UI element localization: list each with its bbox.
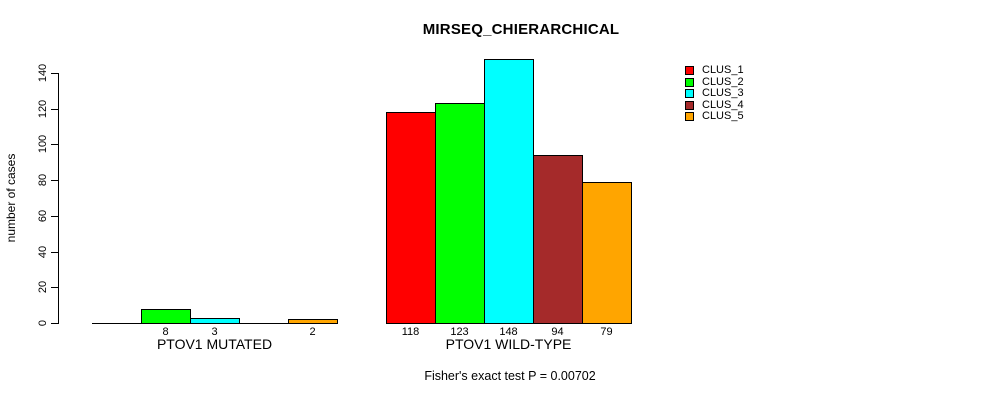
y-tick-label: 60	[37, 209, 49, 223]
bar-clus_2	[435, 103, 485, 324]
y-tick-label: 120	[37, 99, 49, 119]
y-tick-mark	[51, 216, 58, 217]
legend-swatch-clus_3	[685, 89, 694, 99]
legend-label-clus_3: CLUS_3	[702, 87, 744, 100]
y-tick-mark	[51, 180, 58, 181]
bar-clus_5	[582, 182, 632, 324]
y-tick-label: 0	[37, 319, 49, 327]
bar-value-label: 123	[450, 326, 469, 338]
legend-swatch-clus_2	[685, 77, 694, 87]
legend-swatch-clus_5	[685, 112, 694, 122]
bar-clus_4	[533, 155, 583, 324]
bar-clus_1	[386, 112, 436, 324]
legend-label-clus_1: CLUS_1	[702, 64, 744, 76]
y-tick-mark	[51, 144, 58, 145]
bar-value-label: 8	[162, 326, 169, 338]
chart-note: Fisher's exact test P = 0.00702	[424, 369, 596, 383]
y-tick-label: 20	[37, 280, 49, 294]
bar-value-label: 3	[211, 326, 218, 338]
y-tick-mark	[51, 252, 58, 253]
y-axis-label: number of cases	[4, 153, 18, 243]
y-tick-label: 100	[37, 134, 49, 154]
y-tick-mark	[51, 109, 58, 110]
bar-value-label: 2	[309, 326, 316, 338]
y-tick-label: 40	[37, 245, 49, 259]
legend-swatch-clus_4	[685, 100, 694, 110]
bar-value-label: 94	[551, 326, 564, 338]
y-axis-line	[58, 73, 59, 324]
y-tick-label: 80	[37, 173, 49, 187]
bar-value-label: 148	[499, 326, 518, 338]
bar-clus_5	[288, 319, 338, 324]
legend-label-clus_5: CLUS_5	[702, 110, 744, 123]
legend-label-clus_4: CLUS_4	[702, 98, 744, 111]
y-tick-mark	[51, 73, 58, 74]
legend-label-clus_2: CLUS_2	[702, 75, 744, 88]
x-group-label: PTOV1 MUTATED	[156, 336, 273, 352]
x-group-label: PTOV1 WILD-TYPE	[445, 336, 572, 352]
bar-value-label: 118	[401, 326, 420, 338]
y-tick-label: 140	[37, 63, 49, 83]
bar-clus_2	[141, 309, 191, 324]
legend-swatch-clus_1	[685, 66, 694, 75]
y-tick-mark	[51, 287, 58, 288]
bar-clus_3	[484, 59, 534, 324]
bar-clus_3	[190, 318, 240, 324]
chart-title: MIRSEQ_CHIERARCHICAL	[422, 21, 620, 38]
bar-value-label: 79	[600, 326, 613, 338]
y-tick-mark	[51, 323, 58, 324]
